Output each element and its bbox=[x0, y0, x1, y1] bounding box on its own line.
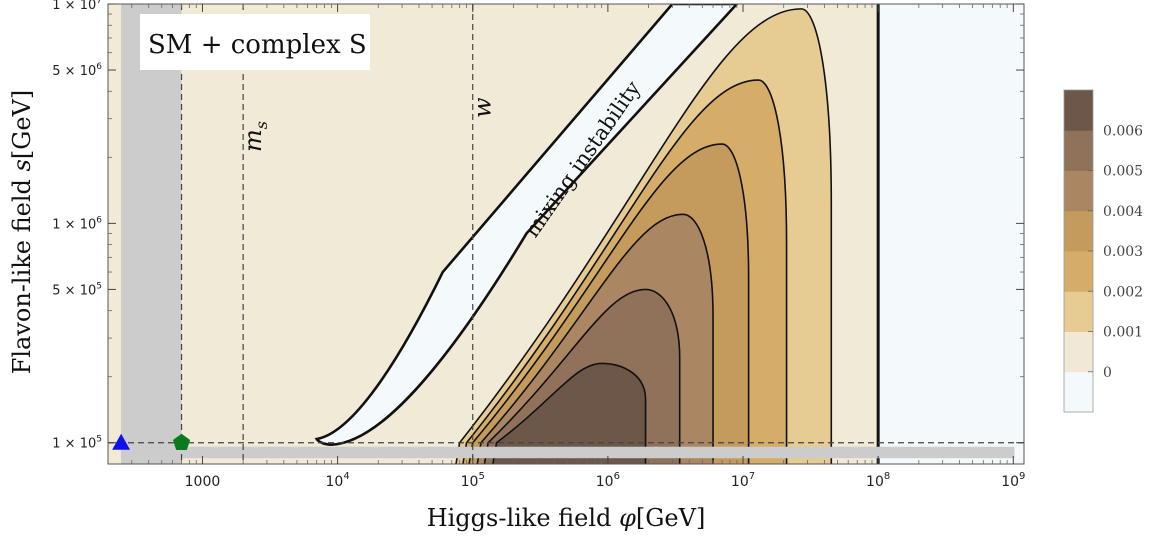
colorbar-label: 0.001 bbox=[1103, 325, 1143, 341]
colorbar-label: 0.006 bbox=[1103, 123, 1143, 139]
colorbar-swatch bbox=[1064, 331, 1093, 373]
colorbar-label: 0.002 bbox=[1103, 284, 1143, 300]
x-axis-label: Higgs-like field φ[GeV] bbox=[427, 504, 706, 532]
colorbar-swatch bbox=[1064, 210, 1093, 252]
colorbar-label: 0.005 bbox=[1103, 164, 1143, 180]
y-tick-label: 1 × 107 bbox=[52, 0, 102, 13]
stable-region bbox=[878, 4, 1024, 464]
colorbar-swatch bbox=[1064, 90, 1093, 131]
contour-region-0.006 bbox=[492, 362, 647, 464]
x-tick-label: 104 bbox=[325, 471, 349, 490]
y-tick-label: 1 × 106 bbox=[52, 215, 102, 232]
x-tick-label: 107 bbox=[731, 471, 755, 490]
excluded-bottom-region bbox=[121, 446, 1015, 459]
colorbar-swatch bbox=[1064, 251, 1093, 292]
colorbar: 0 0.001 0.002 0.003 0.004 0.005 0.006 bbox=[1063, 89, 1143, 413]
legend-title: SM + complex S bbox=[148, 30, 367, 60]
colorbar-label: 0 bbox=[1103, 365, 1112, 381]
colorbar-swatch bbox=[1064, 291, 1093, 332]
plot-frame bbox=[107, 3, 1025, 465]
y-tick-label: 5 × 106 bbox=[52, 62, 102, 79]
x-tick-label: 106 bbox=[596, 471, 620, 490]
plot-area bbox=[108, 4, 1024, 464]
excluded-left-region bbox=[121, 4, 182, 464]
marker-label-m: ms bbox=[239, 121, 271, 152]
y-tick-label: 1 × 105 bbox=[52, 435, 102, 452]
colorbar-label: 0.004 bbox=[1103, 204, 1143, 220]
mixing-instability-band bbox=[314, 4, 739, 446]
x-tick-label: 105 bbox=[461, 471, 485, 490]
colorbar-swatch bbox=[1064, 170, 1093, 212]
x-tick-label: 1000 bbox=[185, 474, 221, 490]
legend-box bbox=[140, 14, 370, 70]
colorbar-swatch bbox=[1064, 371, 1093, 413]
marker-label-w: w bbox=[469, 97, 497, 118]
colorbar-swatch bbox=[1064, 130, 1093, 171]
x-tick-label: 109 bbox=[1001, 471, 1025, 490]
colorbar-label: 0.003 bbox=[1103, 244, 1143, 260]
y-tick-label: 5 × 105 bbox=[52, 281, 102, 298]
x-tick-label: 108 bbox=[866, 471, 890, 490]
triangle-point bbox=[112, 433, 131, 450]
y-axis: 1 × 105 5 × 105 1 × 106 5 × 106 1 × 107 bbox=[52, 0, 1024, 452]
x-axis: 1000 104 105 106 107 108 109 bbox=[131, 4, 1025, 490]
pentagon-point bbox=[173, 433, 191, 450]
y-axis-label: Flavon-like field s[GeV] bbox=[8, 90, 36, 375]
